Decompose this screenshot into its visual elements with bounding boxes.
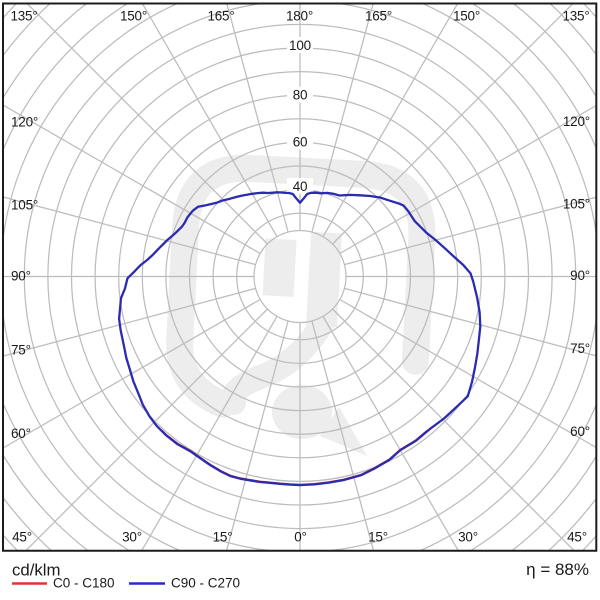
svg-text:C90 - C270: C90 - C270	[171, 576, 240, 591]
svg-text:120°: 120°	[11, 115, 38, 130]
svg-text:C0 - C180: C0 - C180	[53, 576, 115, 591]
svg-text:180°: 180°	[286, 9, 313, 24]
svg-text:150°: 150°	[120, 9, 147, 24]
svg-text:15°: 15°	[213, 530, 233, 545]
svg-text:η = 88%: η = 88%	[526, 560, 589, 579]
svg-text:90°: 90°	[570, 268, 590, 283]
svg-text:135°: 135°	[562, 9, 589, 24]
svg-text:0°: 0°	[294, 530, 307, 545]
svg-text:150°: 150°	[453, 9, 480, 24]
svg-text:100: 100	[289, 38, 311, 53]
svg-text:75°: 75°	[570, 341, 590, 356]
svg-text:30°: 30°	[458, 530, 478, 545]
svg-text:105°: 105°	[11, 198, 38, 213]
svg-text:60: 60	[293, 135, 308, 150]
svg-text:90°: 90°	[11, 269, 31, 284]
svg-text:40: 40	[293, 179, 308, 194]
svg-text:45°: 45°	[567, 530, 587, 545]
svg-text:80: 80	[293, 88, 308, 103]
svg-text:60°: 60°	[11, 426, 31, 441]
svg-text:165°: 165°	[365, 9, 392, 24]
svg-text:45°: 45°	[12, 530, 32, 545]
svg-text:75°: 75°	[11, 343, 31, 358]
svg-text:120°: 120°	[563, 114, 590, 129]
svg-text:105°: 105°	[563, 197, 590, 212]
svg-text:30°: 30°	[122, 530, 142, 545]
svg-text:cd/klm: cd/klm	[12, 561, 60, 580]
svg-text:60°: 60°	[570, 424, 590, 439]
svg-text:165°: 165°	[207, 9, 234, 24]
svg-text:135°: 135°	[10, 9, 37, 24]
svg-text:15°: 15°	[368, 530, 388, 545]
